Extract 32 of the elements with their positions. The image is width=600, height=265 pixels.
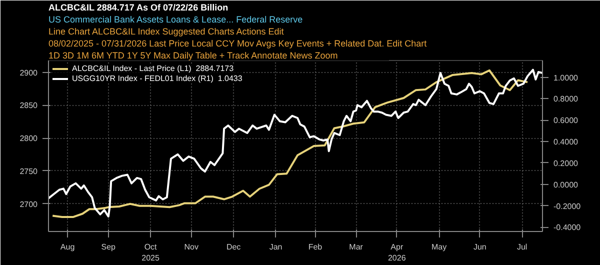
y2-tick-label: 0.0000 — [554, 180, 579, 190]
y2-tick-label: 0.2000 — [554, 158, 579, 168]
x-tick-label: Jan — [269, 242, 282, 252]
x-tick-label: Feb — [308, 242, 323, 252]
y-tick-label: 2750 — [20, 166, 38, 176]
y-tick-label: 2700 — [20, 200, 38, 209]
chart-subtitle: US Commercial Bank Assets Loans & Lease... Federal Reserve — [48, 14, 303, 24]
text: 08/02/2025 - 07/31/2026 Last Price Local CCY Mov Avgs Key Events + Related Dat. Edit Chart — [48, 38, 428, 48]
y-tick-label: 2900 — [20, 68, 38, 78]
chart-title: ALCBC&IL 2884.717 As Of 07/22/26 Billion — [48, 2, 228, 12]
y-tick-label: 2850 — [20, 101, 38, 110]
y2-tick-label: 1.0000 — [554, 73, 579, 82]
x-tick-label: Jul — [516, 242, 528, 252]
x-tick-label: Dec — [226, 242, 241, 252]
y2-tick-label: 0.8000 — [554, 94, 579, 104]
x-tick-label: Mar — [349, 242, 364, 252]
text: 1D 3D 1M 6M YTD 1Y 5Y Max Daily Table + Track Annotate News Zoom — [48, 50, 338, 60]
y-tick-label: 2800 — [20, 134, 38, 144]
x-tick-label: Sep — [101, 242, 116, 252]
x-tick-label: Nov — [184, 242, 199, 252]
x-tick-label: Aug — [60, 242, 75, 252]
y2-tick-label: -0.2000 — [554, 202, 582, 211]
x-tick-label: May — [432, 242, 447, 252]
legend-label: USGG10YR Index - FEDL01 Index (R1) 1.0433 — [72, 74, 242, 83]
y2-tick-label: 0.4000 — [554, 138, 579, 147]
x-tick-label: Oct 2025 — [142, 242, 160, 262]
x-tick-label: Jun — [473, 242, 486, 252]
y2-tick-label: -0.4000 — [554, 223, 582, 232]
x-tick-label: Apr 2026 — [388, 242, 406, 262]
legend-label: ALCBC&IL Index - Last Price (L1) 2884.7173 — [72, 64, 234, 73]
y2-tick-label: 0.6000 — [554, 116, 579, 126]
text: Line Chart ALCBC&IL Index Suggested Charts Actions Edit — [48, 26, 284, 36]
